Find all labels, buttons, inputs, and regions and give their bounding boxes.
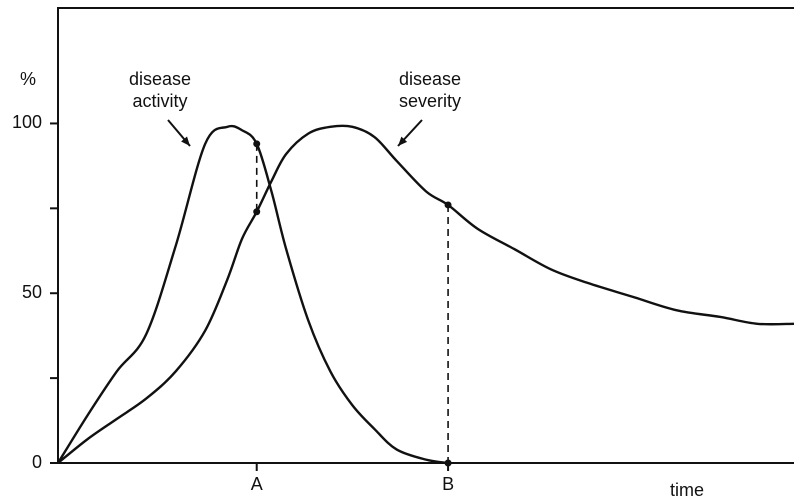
series-line [56, 124, 449, 465]
y-axis-label: % [20, 69, 36, 89]
annotation: severity [399, 91, 461, 111]
highlight-point [253, 140, 261, 148]
series-line [57, 124, 794, 464]
x-tick-label: B [442, 474, 454, 494]
arrow-head [398, 136, 408, 146]
highlight-point [444, 459, 452, 467]
highlight-point [444, 201, 452, 209]
y-tick-label: 50 [22, 282, 42, 302]
annotation: activity [132, 91, 187, 111]
arrow-head [181, 136, 190, 146]
x-tick-label: A [251, 474, 263, 494]
axis-frame [57, 7, 794, 464]
y-tick-label: 100 [12, 112, 42, 132]
y-tick-label: 0 [32, 452, 42, 472]
x-axis-label: time [670, 480, 704, 500]
highlight-point [253, 208, 261, 216]
annotation: disease [399, 69, 461, 89]
annotation: disease [129, 69, 191, 89]
